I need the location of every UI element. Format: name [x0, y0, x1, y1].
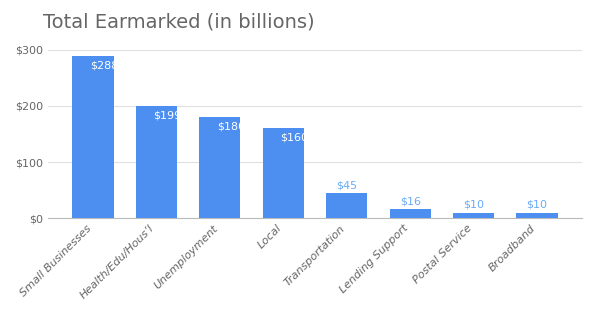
Text: $16: $16: [400, 196, 421, 206]
Bar: [517, 213, 558, 218]
Bar: [263, 128, 304, 218]
Text: $45: $45: [336, 180, 357, 190]
Bar: [453, 213, 494, 218]
Bar: [136, 107, 177, 218]
Text: $199: $199: [153, 111, 181, 121]
Bar: [326, 193, 367, 218]
Bar: [389, 209, 431, 218]
Text: $180: $180: [217, 122, 245, 132]
Text: $160: $160: [280, 133, 308, 143]
Text: $10: $10: [527, 200, 548, 210]
Text: Total Earmarked (in billions): Total Earmarked (in billions): [43, 13, 314, 31]
Bar: [72, 56, 113, 218]
Text: $288: $288: [90, 61, 118, 71]
Text: $10: $10: [463, 200, 484, 210]
Bar: [199, 117, 241, 218]
